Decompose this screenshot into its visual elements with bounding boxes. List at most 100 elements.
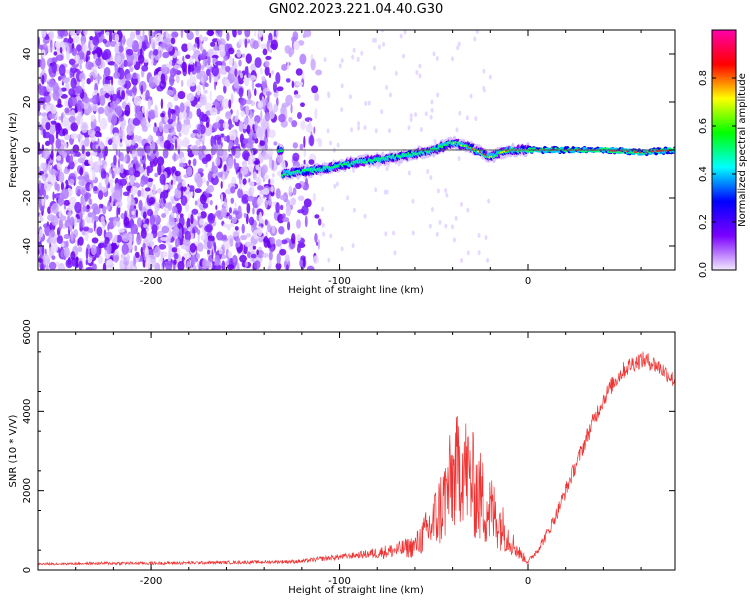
spectrogram-noise-cell	[68, 116, 76, 123]
spectrogram-noise-cell	[194, 200, 198, 206]
spectrogram-noise-cell	[160, 112, 165, 118]
spectrogram-noise-cell	[50, 42, 53, 53]
spectrogram-noise-cell	[242, 78, 250, 83]
spectrogram-noise-cell	[202, 258, 208, 270]
spectrogram-noise-cell	[88, 227, 94, 233]
spectrogram-noise-cell	[456, 45, 460, 51]
spectrogram-noise-cell	[72, 144, 80, 154]
spectrogram-noise-cell	[135, 30, 141, 36]
spectrogram-noise-cell	[64, 143, 68, 149]
spectrogram-noise-cell	[116, 234, 123, 243]
spectrogram-noise-cell	[207, 235, 215, 242]
spectrogram-noise-cell	[452, 237, 456, 243]
spectrogram-noise-cell	[86, 216, 91, 224]
spectrogram-noise-cell	[105, 31, 110, 37]
spectrogram-noise-cell	[357, 121, 361, 127]
spectrogram-noise-cell	[304, 117, 313, 122]
spectrogram-noise-cell	[45, 121, 51, 131]
spectrogram-noise-cell	[299, 143, 304, 151]
spectrogram-noise-cell	[264, 60, 270, 68]
spectrogram-noise-cell	[90, 244, 97, 256]
spectrogram-noise-cell	[178, 132, 182, 137]
spectrogram-noise-cell	[207, 249, 211, 255]
spectrogram-noise-cell	[144, 246, 149, 259]
spectrogram-noise-cell	[180, 30, 184, 39]
spectrogram-noise-cell	[430, 107, 434, 113]
spectrogram-noise-cell	[329, 140, 333, 146]
spectrogram-noise-cell	[113, 166, 121, 175]
spectrogram-noise-cell	[164, 123, 172, 130]
spectrogram-noise-cell	[128, 239, 133, 250]
spectrogram-noise-cell	[477, 232, 481, 238]
spectrogram-noise-cell	[300, 120, 306, 130]
spectrogram-noise-cell	[250, 100, 256, 107]
spectrogram-noise-cell	[278, 113, 286, 123]
spectrogram-noise-cell	[38, 179, 42, 190]
spectrogram-noise-cell	[121, 232, 130, 243]
spectrogram-noise-cell	[217, 150, 220, 160]
spectrogram-noise-cell	[193, 43, 198, 48]
spectrogram-noise-cell	[82, 205, 87, 212]
spectrogram-noise-cell	[78, 178, 87, 187]
spectrogram-noise-cell	[430, 99, 434, 105]
spectrogram-noise-cell	[116, 206, 119, 218]
spectrogram-noise-cell	[209, 90, 212, 102]
spectrogram-noise-cell	[251, 149, 254, 157]
spectrogram-noise-cell	[159, 42, 168, 48]
spectrogram-noise-cell	[267, 265, 271, 270]
spectrogram-noise-cell	[258, 166, 261, 178]
spectrogram-noise-cell	[141, 64, 149, 72]
spectrogram-noise-cell	[136, 233, 142, 246]
spectrogram-noise-cell	[84, 192, 89, 202]
spectrogram-noise-cell	[223, 164, 227, 172]
spectrogram-noise-cell	[303, 147, 307, 158]
spectrogram-noise-cell	[145, 259, 152, 270]
spectrogram-noise-cell	[132, 84, 137, 97]
spectrogram-noise-cell	[38, 97, 46, 105]
spectrogram-noise-cell	[101, 242, 108, 248]
spectrogram-noise-cell	[137, 135, 143, 144]
spectrogram-noise-cell	[350, 127, 354, 133]
spectrogram-noise-cell	[264, 112, 271, 122]
spectrogram-noise-cell	[206, 184, 215, 193]
colorbar-gradient	[712, 30, 736, 270]
spectrogram-noise-cell	[326, 128, 330, 134]
spectrogram-noise-cell	[69, 154, 74, 163]
spectrogram-noise-cell	[215, 205, 218, 210]
snr-x-tick-label: -100	[328, 576, 351, 587]
spectrogram-noise-cell	[244, 38, 248, 48]
spectrogram-noise-cell	[55, 54, 64, 62]
spectrogram-noise-cell	[153, 48, 159, 56]
spectrogram-noise-cell	[261, 150, 268, 160]
spectrogram-noise-cell	[257, 196, 264, 205]
spectrogram-noise-cell	[145, 89, 150, 102]
spectrogram-noise-cell	[155, 150, 159, 158]
spectrogram-noise-cell	[100, 170, 107, 179]
spectrogram-noise-cell	[209, 41, 216, 47]
spectrogram-noise-cell	[270, 185, 274, 193]
spectrogram-noise-cell	[96, 226, 103, 237]
spectrogram-noise-cell	[156, 156, 165, 166]
spectrogram-noise-cell	[70, 133, 78, 140]
spectrogram-noise-cell	[178, 228, 183, 240]
snr-x-tick-label: -200	[140, 576, 163, 587]
spectrogram-noise-cell	[174, 139, 178, 150]
spectrogram-noise-cell	[252, 171, 258, 181]
spectrogram-noise-cell	[127, 193, 132, 206]
spectrogram-noise-cell	[114, 42, 120, 55]
spectrogram-noise-cell	[259, 140, 266, 147]
spectrogram-noise-cell	[291, 80, 295, 89]
spectrogram-noise-cell	[237, 30, 242, 36]
spectrogram-noise-cell	[174, 170, 181, 177]
spectrogram-noise-cell	[436, 92, 440, 98]
spectrogram-noise-cell	[46, 221, 49, 227]
spectrogram-noise-cell	[54, 41, 61, 49]
spectrogram-noise-cell	[98, 203, 103, 209]
spectrogram-noise-cell	[85, 259, 89, 266]
spectrogram-noise-cell	[209, 72, 212, 84]
spectrogram-noise-cell	[41, 49, 46, 58]
spectrogram-noise-cell	[155, 132, 161, 137]
spectrogram-noise-cell	[55, 132, 59, 140]
spectrogram-noise-cell	[239, 97, 247, 106]
